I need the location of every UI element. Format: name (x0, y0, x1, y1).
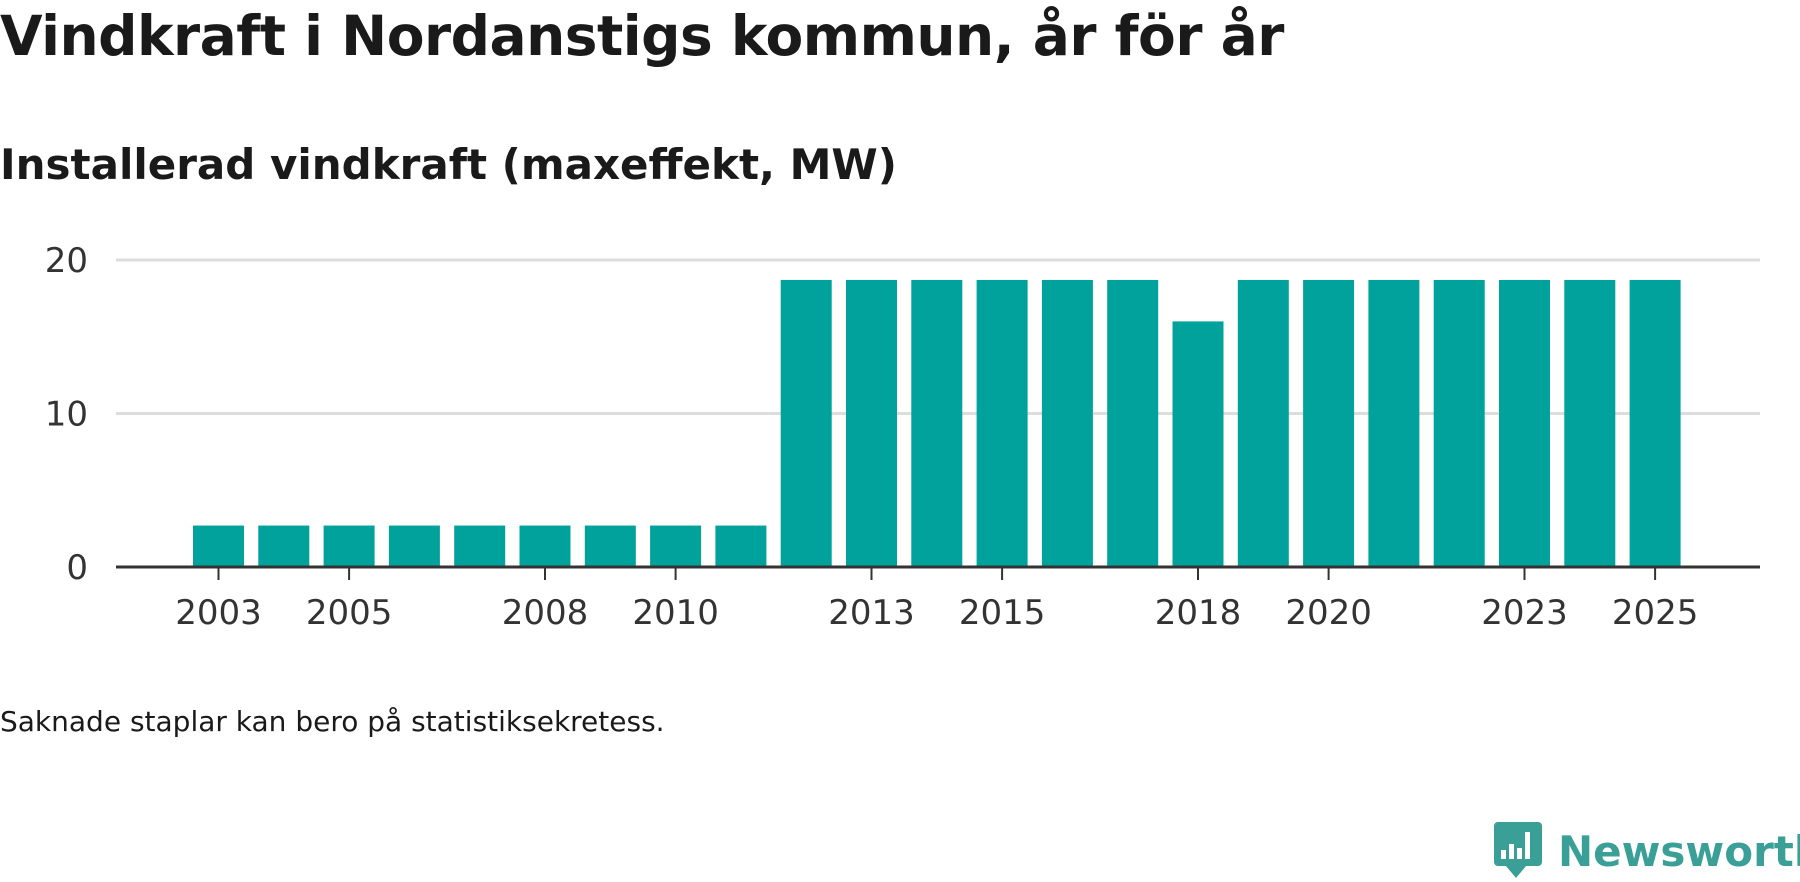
bar-2017[interactable] (1107, 279, 1159, 567)
y-tick-label: 10 (45, 395, 88, 435)
bars (193, 279, 1681, 567)
bar-2015[interactable] (976, 279, 1028, 567)
x-tick-label: 2015 (959, 593, 1046, 633)
axes: 0 10 20 2003 2005 2008 2010 2013 2015 2018 2020 202… (45, 241, 1760, 633)
x-tick-label: 2008 (502, 593, 589, 633)
brand-logo[interactable]: Newsworthy (1492, 820, 1800, 882)
chart-title: Vindkraft i Nordanstigs kommun, år för å… (0, 4, 1284, 68)
bar-2024[interactable] (1564, 279, 1616, 567)
x-tick-label: 2020 (1285, 593, 1372, 633)
bar-2009[interactable] (584, 525, 636, 567)
bar-2012[interactable] (780, 279, 832, 567)
newsworthy-logo-icon (1494, 822, 1542, 878)
x-tick-label: 2005 (306, 593, 393, 633)
footnote: Saknade staplar kan bero på statistiksek… (0, 705, 665, 738)
bar-2007[interactable] (454, 525, 506, 567)
bar-2021[interactable] (1368, 279, 1420, 567)
x-tick-label: 2013 (828, 593, 915, 633)
x-tick-label: 2018 (1155, 593, 1242, 633)
bar-2005[interactable] (323, 525, 375, 567)
bar-2008[interactable] (519, 525, 571, 567)
bar-2013[interactable] (846, 279, 897, 567)
x-tick-label: 2010 (632, 593, 719, 633)
x-tick-label: 2003 (175, 593, 262, 633)
bar-chart: 0 10 20 2003 2005 2008 2010 2013 2015 2018 2020 202… (45, 241, 1760, 633)
x-tick-label: 2025 (1612, 593, 1699, 633)
bar-2019[interactable] (1237, 279, 1289, 567)
brand-name: Newsworthy (1558, 826, 1800, 876)
bar-2025[interactable] (1629, 279, 1681, 567)
bar-2003[interactable] (193, 525, 244, 567)
bar-2004[interactable] (258, 525, 310, 567)
x-tick-label: 2023 (1481, 593, 1568, 633)
chart-subtitle: Installerad vindkraft (maxeffekt, MW) (0, 140, 897, 189)
bar-2011[interactable] (715, 525, 767, 567)
bar-2018[interactable] (1172, 321, 1224, 567)
bar-2022[interactable] (1433, 279, 1485, 567)
bar-2010[interactable] (650, 525, 702, 567)
bar-2006[interactable] (388, 525, 440, 567)
bar-2014[interactable] (911, 279, 963, 567)
bar-2023[interactable] (1499, 279, 1550, 567)
y-tick-label: 20 (45, 241, 88, 281)
bar-2020[interactable] (1303, 279, 1355, 567)
bar-2016[interactable] (1041, 279, 1093, 567)
y-tick-label: 0 (66, 548, 88, 588)
